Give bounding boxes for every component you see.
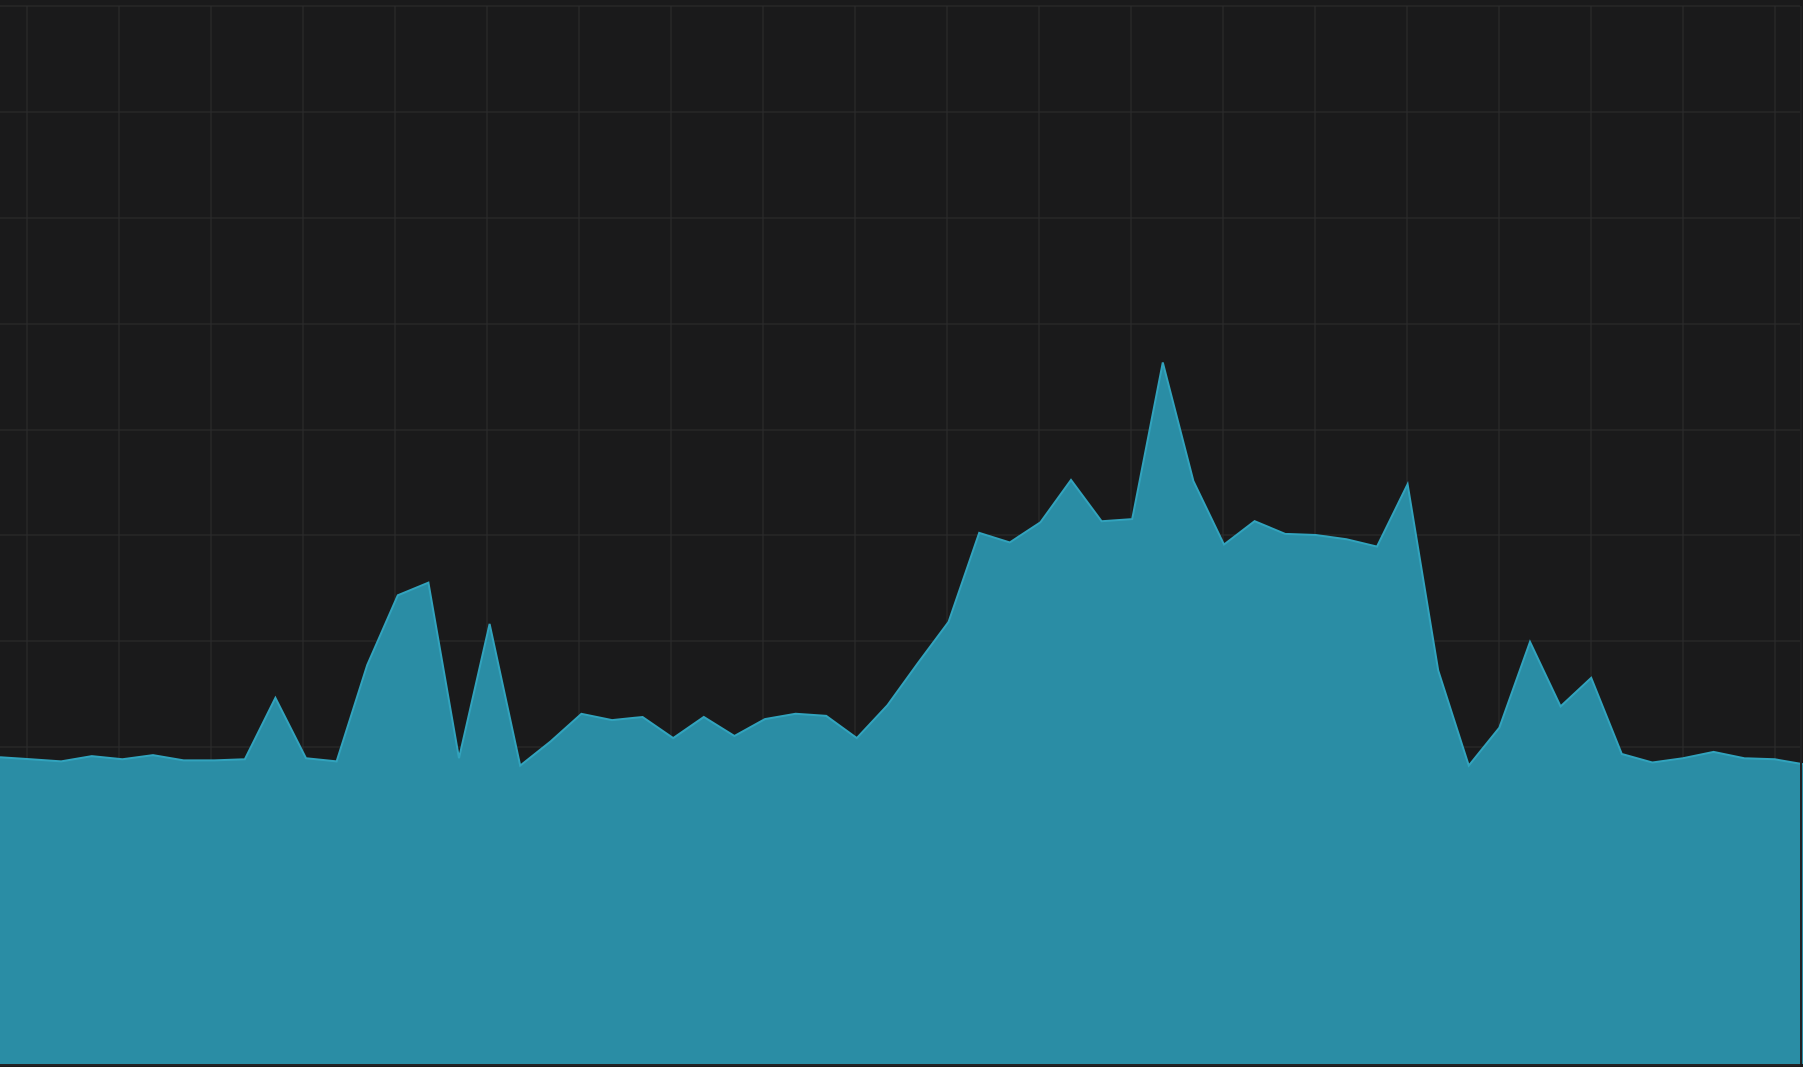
- series-area: [0, 362, 1803, 1064]
- series: [0, 362, 1803, 1064]
- series-line: [0, 362, 1803, 768]
- plot-frame: [0, 6, 1802, 1066]
